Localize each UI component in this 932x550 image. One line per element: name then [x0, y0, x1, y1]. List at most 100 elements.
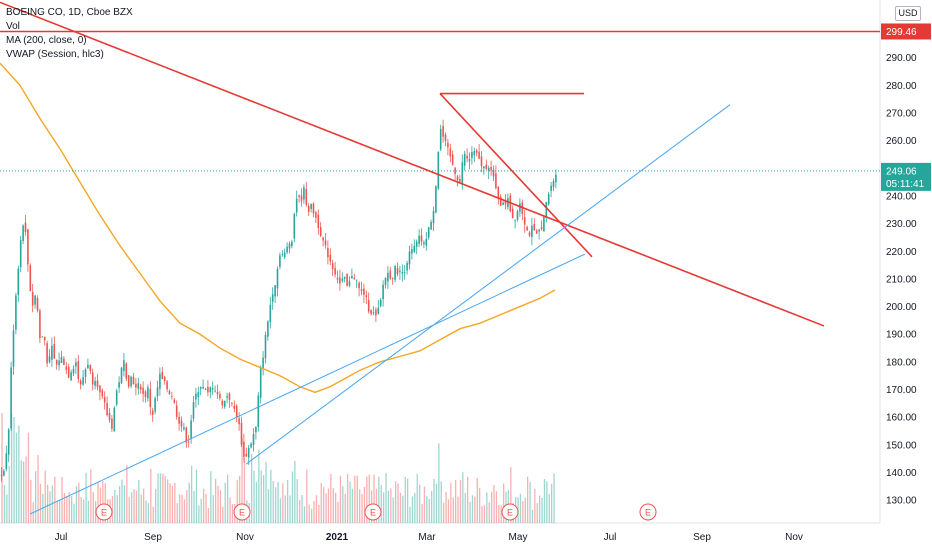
- candle-body: [327, 248, 329, 258]
- y-tick-label: 160.00: [886, 413, 917, 424]
- candle-body: [72, 368, 75, 374]
- trendline[interactable]: [245, 104, 731, 465]
- candle-body: [547, 194, 550, 205]
- volume-bar: [258, 449, 260, 523]
- y-tick-label: 290.00: [886, 53, 917, 64]
- volume-bar: [363, 486, 366, 523]
- volume-bar: [102, 481, 104, 523]
- candle-body: [384, 277, 387, 286]
- volume-bar: [275, 487, 277, 523]
- volume-bar: [145, 500, 147, 523]
- candle-body: [89, 364, 92, 371]
- volume-bar: [263, 475, 265, 523]
- candle-body: [12, 330, 15, 367]
- candle-body: [207, 386, 209, 393]
- candle-body: [24, 222, 27, 232]
- candle-body: [360, 289, 363, 291]
- candle-body: [382, 284, 384, 300]
- volume-bar: [524, 497, 526, 523]
- candle-body: [490, 166, 492, 171]
- candle-body: [435, 186, 437, 213]
- volume-bar: [529, 482, 531, 523]
- volume-bar: [522, 501, 524, 523]
- volume-bar: [162, 473, 164, 523]
- candle-body: [173, 399, 176, 404]
- candle-body: [144, 391, 147, 397]
- candle-body: [461, 162, 464, 185]
- volume-bar: [193, 491, 195, 523]
- candle-body: [271, 294, 274, 302]
- y-tick-label: 170.00: [886, 385, 917, 396]
- candle-body: [555, 174, 557, 183]
- candle-body: [235, 405, 238, 418]
- volume-bar: [121, 479, 123, 523]
- ma-200-line[interactable]: [0, 62, 556, 394]
- candle-body: [111, 418, 113, 429]
- volume-bar: [155, 489, 157, 523]
- earnings-marker[interactable]: [233, 503, 251, 521]
- volume-bar: [359, 489, 361, 523]
- volume-bar: [231, 504, 234, 523]
- legend-ma[interactable]: MA (200, close, 0): [6, 35, 87, 46]
- earnings-marker[interactable]: [364, 503, 382, 521]
- candle-body: [259, 368, 262, 398]
- volume-bar: [344, 493, 346, 523]
- candle-body: [34, 295, 36, 305]
- volume-bar: [217, 485, 219, 523]
- volume-bar: [3, 484, 6, 523]
- y-tick-label: 210.00: [886, 274, 917, 285]
- candle-body: [267, 321, 269, 337]
- candle-body: [334, 268, 336, 275]
- legend-vol[interactable]: Vol: [6, 21, 20, 32]
- volume-bar: [440, 481, 442, 523]
- candle-body: [240, 422, 243, 445]
- candle-body: [456, 176, 459, 181]
- volume-bar: [128, 497, 130, 523]
- candle-body: [58, 360, 60, 366]
- volume-bar: [123, 485, 126, 523]
- candle-body: [295, 198, 298, 213]
- volume-bar: [63, 492, 66, 523]
- volume-bar: [373, 474, 375, 523]
- volume-bar: [97, 481, 99, 523]
- volume-bar: [212, 495, 214, 523]
- trendline[interactable]: [439, 93, 593, 258]
- volume-bar: [488, 502, 490, 523]
- candle-body: [358, 282, 360, 289]
- volume-bar: [332, 488, 334, 523]
- candle-body: [396, 268, 399, 275]
- candle-body: [257, 395, 260, 427]
- volume-bar: [15, 432, 18, 523]
- volume-bar: [402, 495, 404, 523]
- volume-bar: [361, 494, 363, 523]
- candle-body: [228, 393, 231, 400]
- volume-bar: [54, 476, 56, 523]
- volume-bar: [260, 470, 262, 523]
- volume-bar: [205, 493, 207, 523]
- currency-badge[interactable]: USD: [895, 6, 921, 21]
- resistance-price-badge: [881, 23, 931, 40]
- volume-bar: [464, 492, 466, 523]
- candle-body: [221, 400, 224, 406]
- volume-bar: [138, 480, 140, 523]
- candle-body: [264, 335, 267, 359]
- volume-bar: [265, 461, 267, 523]
- volume-bar: [282, 482, 284, 523]
- legend-vwap[interactable]: VWAP (Session, hlc3): [6, 49, 104, 60]
- candle-body: [87, 364, 89, 369]
- x-tick-label: Jul: [55, 532, 68, 543]
- candle-body: [324, 240, 327, 246]
- volume-bar: [169, 483, 171, 523]
- volume-bar: [354, 475, 356, 523]
- earnings-marker[interactable]: [501, 503, 519, 521]
- earnings-marker[interactable]: [95, 503, 113, 521]
- candle-body: [449, 148, 452, 157]
- trendline[interactable]: [0, 1, 825, 327]
- volume-bar: [104, 482, 106, 523]
- candle-body: [247, 447, 250, 458]
- volume-bar: [68, 492, 70, 523]
- candle-body: [331, 263, 334, 269]
- trendline[interactable]: [29, 253, 586, 515]
- earnings-marker[interactable]: [639, 503, 657, 521]
